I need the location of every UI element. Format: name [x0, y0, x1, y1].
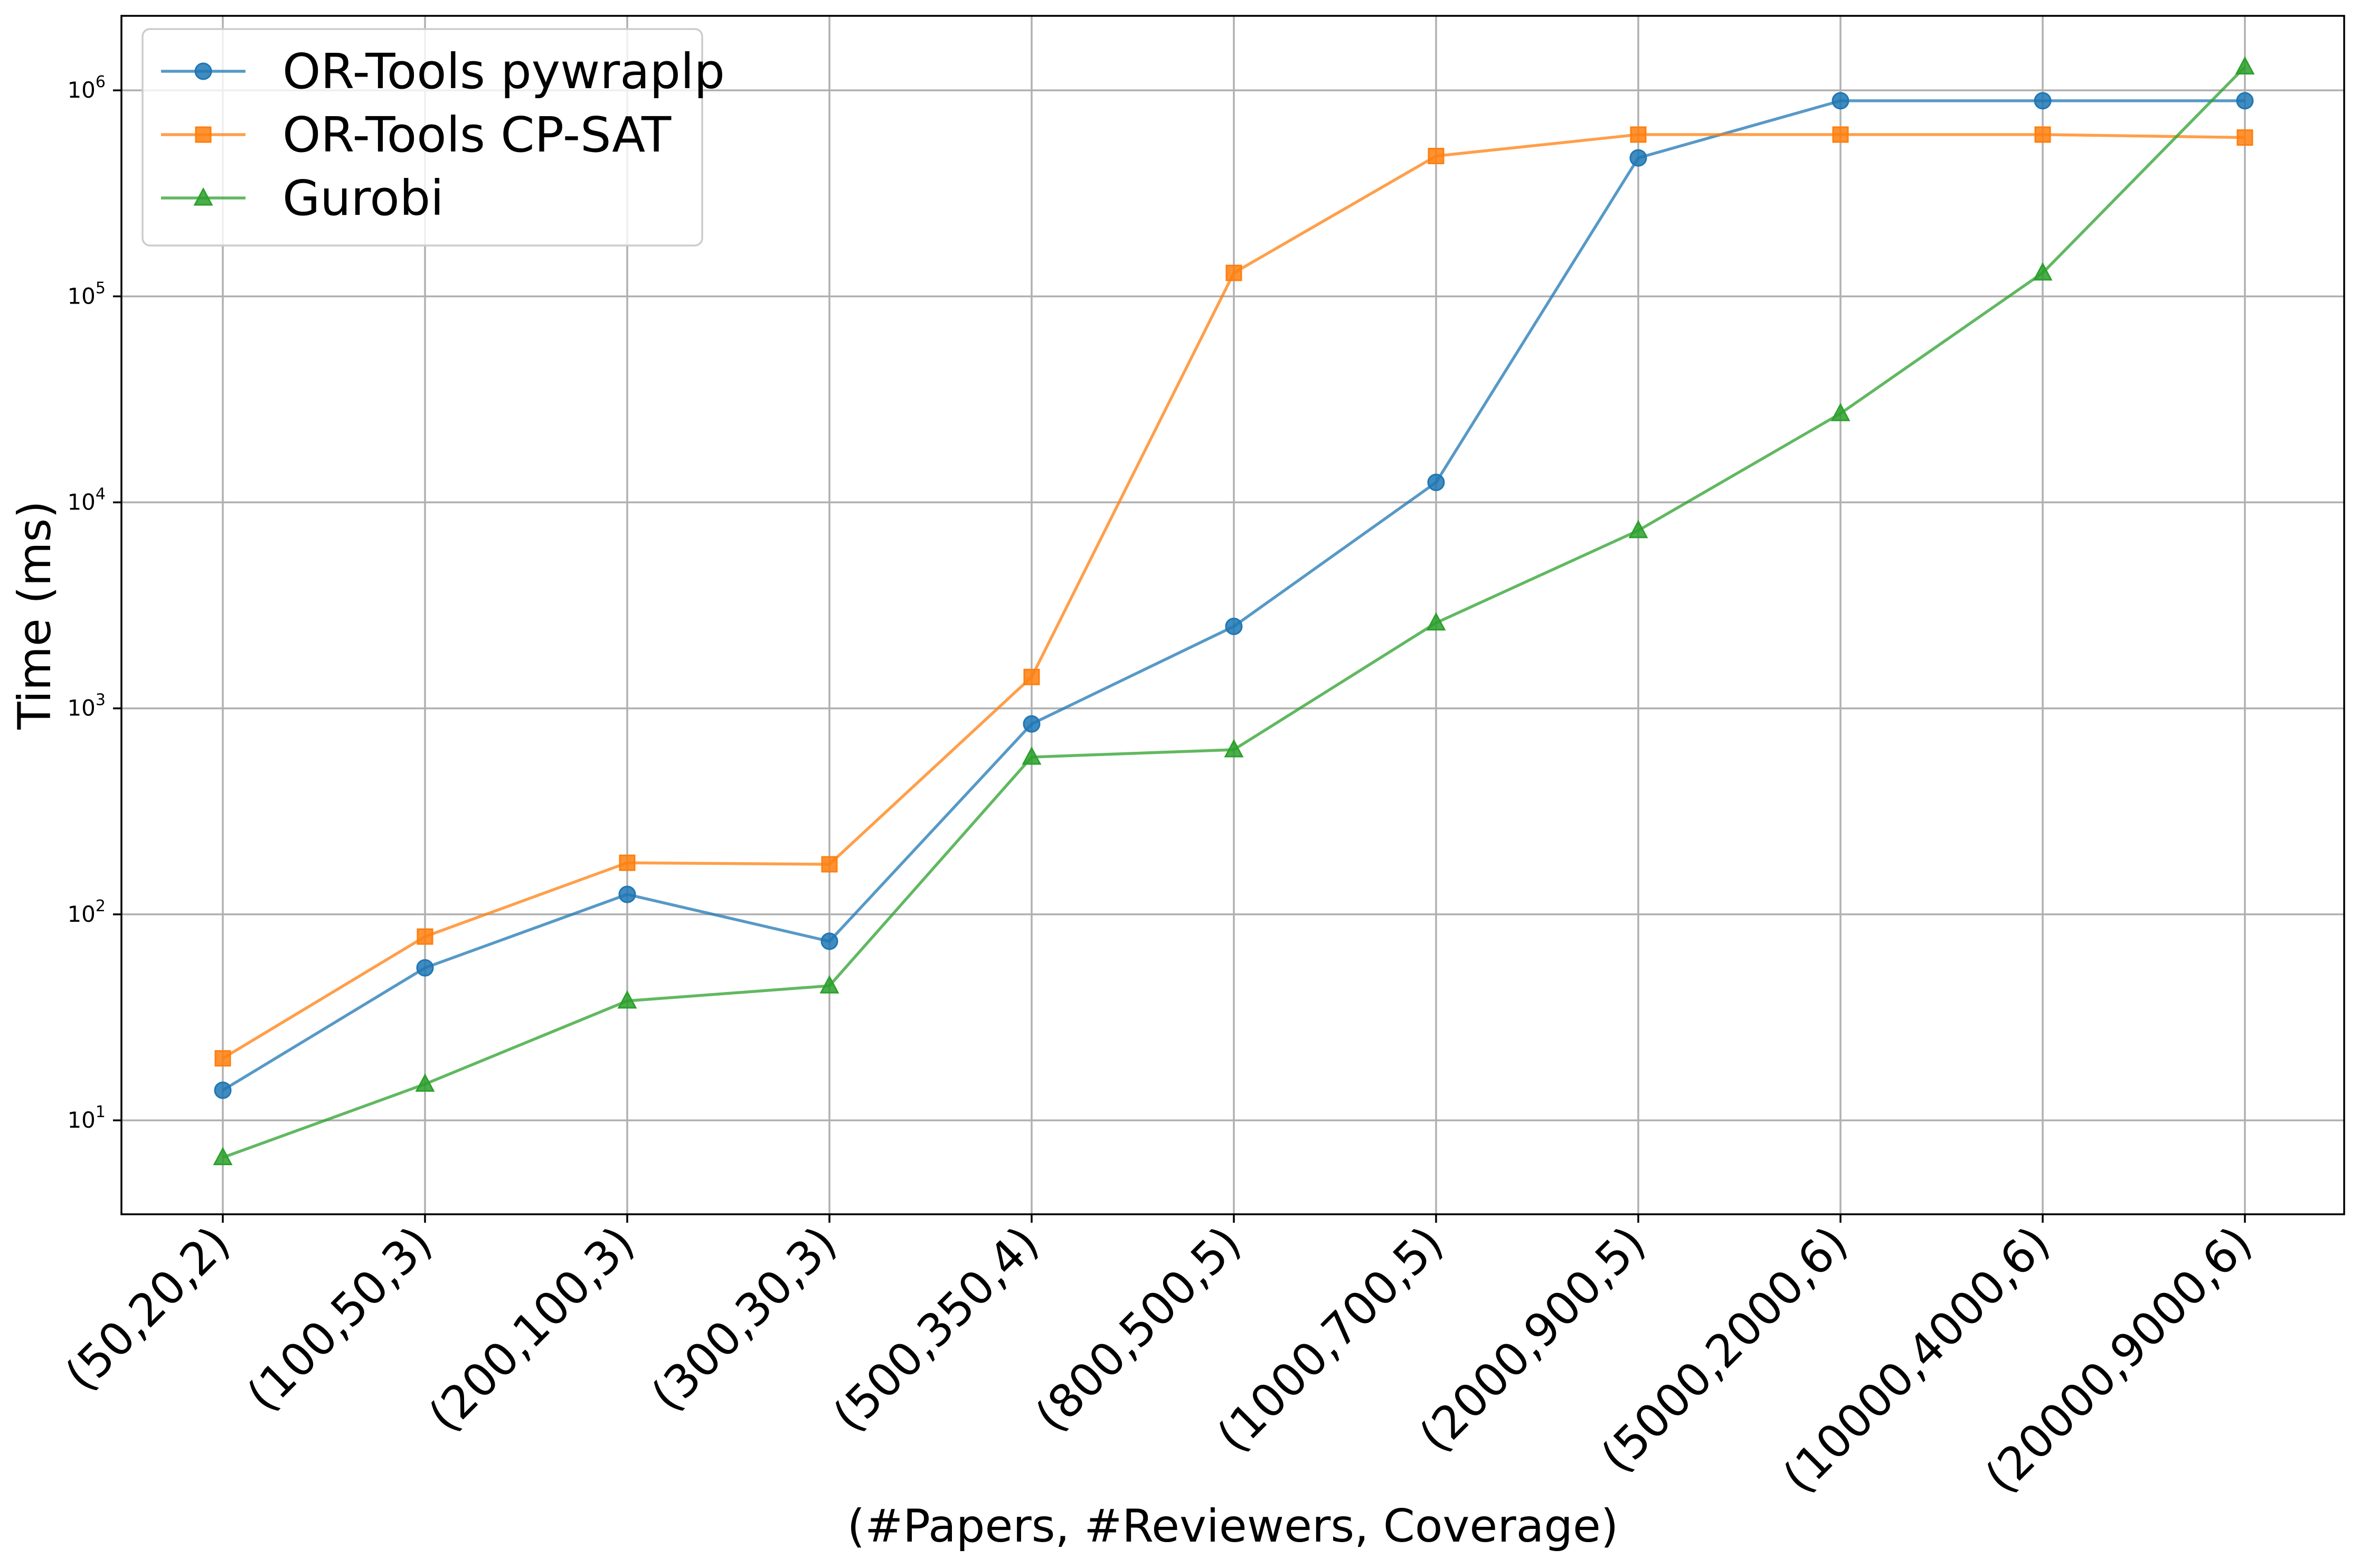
- data-point: [1832, 126, 1849, 143]
- y-tick-exponent: 3: [96, 691, 106, 710]
- y-tick-mantissa: 10: [67, 1107, 95, 1133]
- y-tick-exponent: 2: [96, 897, 106, 915]
- y-tick-label: 106: [67, 73, 106, 103]
- data-point: [1427, 474, 1445, 492]
- y-tick-mantissa: 10: [67, 901, 95, 927]
- y-tick-mantissa: 10: [67, 77, 95, 103]
- y-tick-exponent: 5: [96, 279, 106, 297]
- data-point: [2034, 126, 2051, 143]
- data-point: [1628, 519, 1648, 539]
- legend-label: OR-Tools CP-SAT: [282, 107, 672, 163]
- series-gurobi: [213, 56, 2255, 1166]
- data-point: [617, 990, 637, 1009]
- data-point: [1629, 149, 1647, 167]
- data-point: [619, 854, 636, 871]
- data-point: [819, 975, 839, 994]
- legend-item: OR-Tools CP-SAT: [161, 107, 672, 163]
- data-point: [417, 928, 433, 945]
- y-tick-label: 105: [67, 279, 106, 309]
- y-tick-exponent: 4: [96, 485, 106, 504]
- data-point: [214, 1050, 231, 1067]
- data-point: [213, 1147, 233, 1166]
- series-layer: [213, 56, 2255, 1166]
- data-point: [2236, 92, 2254, 110]
- data-point: [1426, 612, 1446, 631]
- legend-marker: [194, 62, 212, 80]
- data-point: [2034, 92, 2052, 110]
- data-point: [1023, 668, 1040, 685]
- data-point: [618, 885, 636, 903]
- y-tick-label: 101: [67, 1103, 106, 1133]
- legend-label: Gurobi: [282, 170, 444, 226]
- y-tick-mantissa: 10: [67, 489, 95, 515]
- legend-marker: [195, 126, 212, 143]
- legend-item: Gurobi: [161, 170, 444, 226]
- data-point: [2236, 129, 2253, 146]
- data-point: [2235, 56, 2255, 75]
- data-point: [1830, 403, 1851, 421]
- series-or-tools-pywraplp: [214, 92, 2254, 1099]
- data-point: [1630, 126, 1647, 143]
- legend: OR-Tools pywraplp OR-Tools CP-SAT Gurobi: [141, 28, 725, 247]
- y-tick-label: 104: [67, 485, 106, 515]
- data-point: [820, 932, 838, 950]
- data-point: [1428, 148, 1445, 165]
- data-point: [1023, 715, 1041, 733]
- legend-label: OR-Tools pywraplp: [282, 43, 725, 100]
- data-point: [214, 1081, 232, 1099]
- data-point: [1225, 617, 1243, 635]
- data-point: [1832, 92, 1849, 110]
- y-axis-title: Time (ms): [8, 500, 61, 730]
- data-point: [1225, 265, 1242, 281]
- y-tick-label: 103: [67, 691, 106, 721]
- y-tick-mantissa: 10: [67, 283, 95, 309]
- y-tick-exponent: 1: [96, 1103, 106, 1121]
- data-point: [415, 1073, 435, 1092]
- legend-box: [141, 28, 703, 247]
- data-point: [1022, 746, 1042, 765]
- plot-frame: [120, 15, 2345, 1215]
- legend-marker: [193, 187, 213, 206]
- data-point: [2033, 262, 2053, 281]
- x-axis-title: (#Papers, #Reviewers, Coverage): [847, 1500, 1619, 1553]
- y-tick-exponent: 6: [96, 73, 106, 91]
- data-point: [416, 959, 434, 977]
- y-tick-mantissa: 10: [67, 695, 95, 721]
- legend-item: OR-Tools pywraplp: [161, 43, 725, 100]
- series-or-tools-cp-sat: [214, 126, 2253, 1067]
- y-tick-label: 102: [67, 897, 106, 927]
- data-point: [821, 856, 838, 873]
- data-point: [1224, 739, 1244, 758]
